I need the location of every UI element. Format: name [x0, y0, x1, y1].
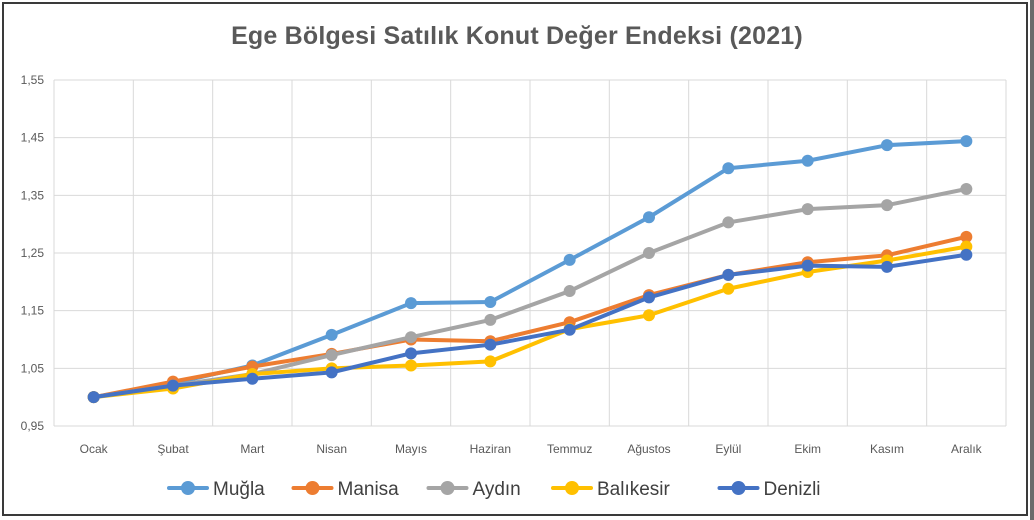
data-point [881, 139, 893, 152]
x-tick-label: Şubat [157, 442, 189, 456]
legend-marker [305, 481, 320, 495]
series-line [91, 234, 969, 400]
data-point [722, 268, 735, 281]
legend-label: Muğla [213, 479, 265, 500]
data-point [722, 216, 735, 229]
data-point [405, 347, 417, 360]
data-point [643, 247, 655, 259]
data-point [484, 296, 497, 309]
data-point [643, 211, 655, 224]
data-point [563, 323, 576, 336]
x-tick-label: Temmuz [547, 442, 592, 456]
data-point [167, 379, 179, 392]
data-point [87, 391, 100, 404]
data-point [722, 282, 735, 295]
data-point [484, 338, 497, 351]
data-point [246, 372, 259, 385]
x-tick-label: Mayıs [395, 442, 427, 456]
data-point [563, 253, 576, 266]
x-tick-label: Ağustos [627, 442, 670, 456]
y-tick-label: 1,25 [21, 246, 45, 260]
legend-marker [565, 481, 579, 495]
legend-marker [731, 481, 746, 495]
data-point [960, 248, 973, 261]
data-point [722, 162, 735, 175]
x-tick-label: Mart [240, 442, 265, 456]
data-point [960, 230, 973, 243]
y-tick-label: 1,15 [21, 304, 45, 318]
data-point [801, 203, 814, 216]
x-tick-label: Kasım [870, 442, 904, 456]
data-point [881, 260, 893, 273]
data-point [801, 259, 814, 272]
data-point [405, 297, 417, 310]
x-tick-label: Ekim [794, 442, 821, 456]
x-tick-label: Eylül [715, 442, 741, 456]
chart-title: Ege Bölgesi Satılık Konut Değer Endeksi … [231, 22, 803, 50]
x-tick-label: Nisan [316, 442, 347, 456]
x-tick-label: Haziran [470, 442, 511, 456]
legend-label: Denizli [764, 479, 821, 500]
data-point [960, 182, 973, 195]
legend-marker [181, 481, 195, 495]
data-point [484, 313, 497, 326]
legend-label: Balıkesir [597, 479, 671, 500]
y-tick-label: 1,55 [21, 73, 45, 87]
data-point [801, 154, 814, 167]
series-line [91, 252, 969, 400]
legend-label: Aydın [473, 479, 521, 500]
data-point [325, 366, 338, 379]
legend-marker [440, 481, 455, 495]
x-tick-label: Ocak [80, 442, 109, 456]
data-point [960, 135, 973, 148]
data-point [484, 355, 497, 368]
data-point [881, 199, 893, 212]
data-point [405, 359, 417, 372]
x-tick-label: Aralık [951, 442, 983, 456]
y-tick-label: 0,95 [21, 419, 45, 433]
y-tick-label: 1,05 [21, 361, 45, 375]
window-edge [1030, 0, 1034, 520]
y-tick-label: 1,35 [21, 188, 45, 202]
y-tick-label: 1,45 [21, 131, 45, 145]
data-point [643, 309, 655, 322]
data-point [405, 331, 417, 344]
data-point [325, 349, 338, 362]
legend-label: Manisa [338, 479, 400, 500]
data-point [643, 291, 655, 304]
data-point [325, 328, 338, 341]
series-line [91, 244, 969, 400]
data-point [563, 285, 576, 298]
